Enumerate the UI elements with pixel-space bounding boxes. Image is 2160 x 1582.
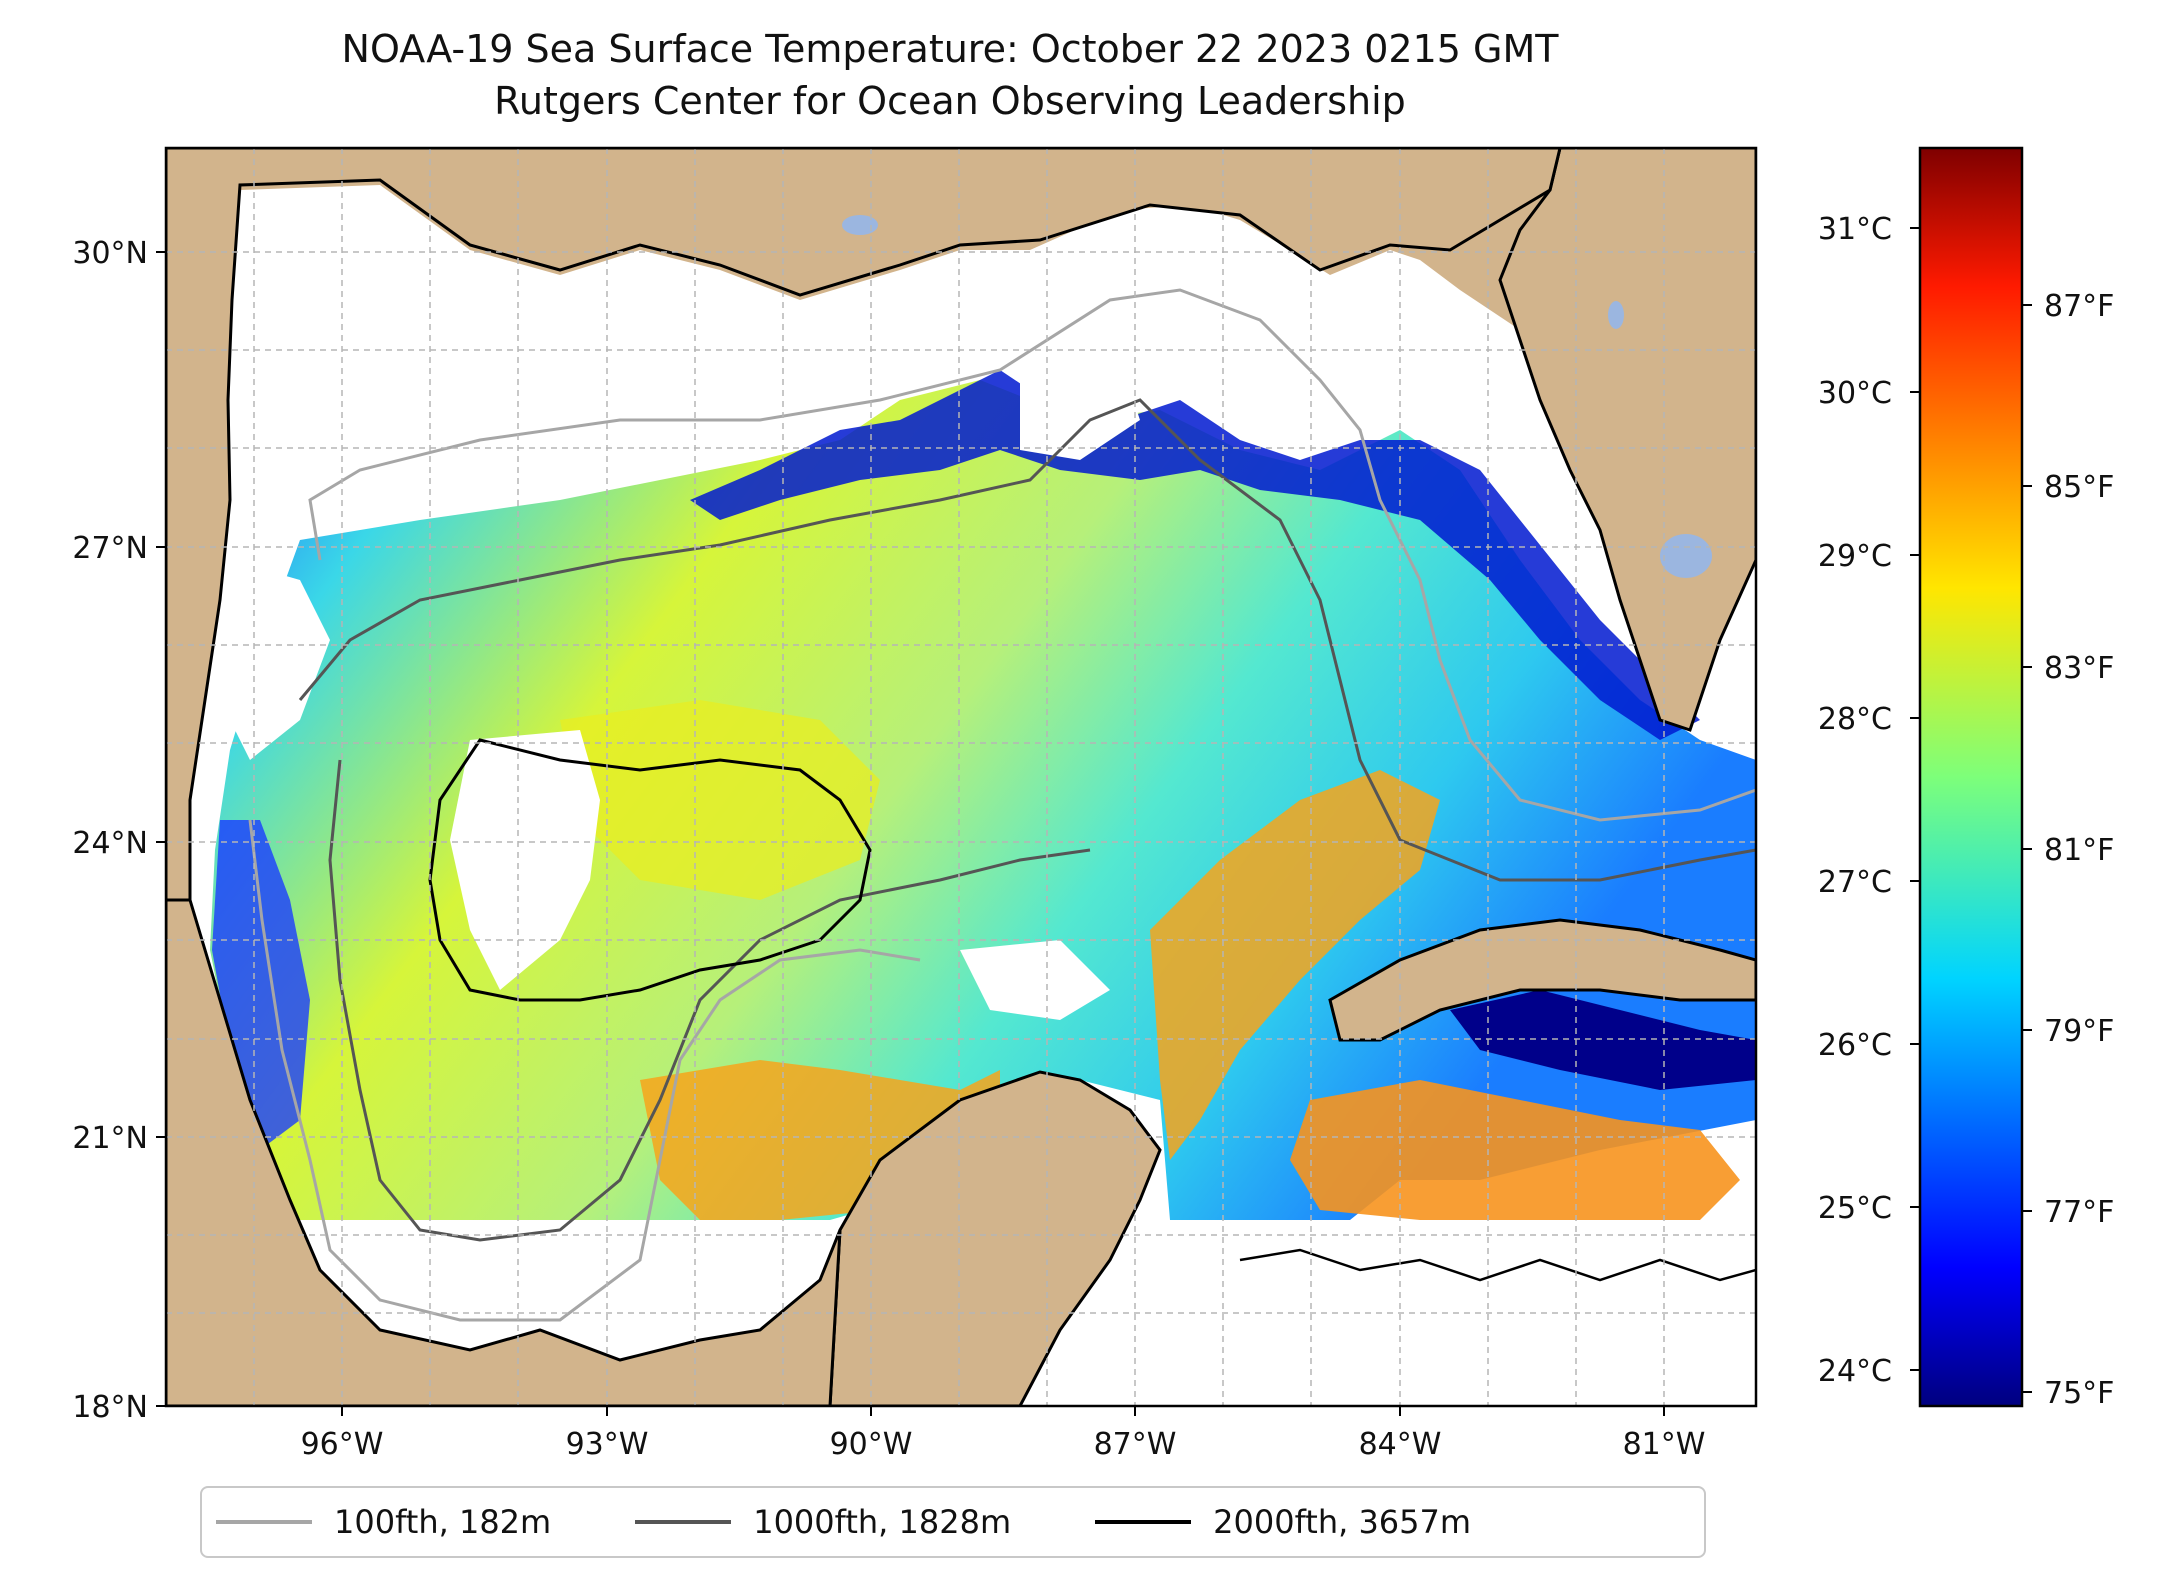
contour-2000fth-south — [1239, 1248, 1756, 1282]
land-north-coast — [166, 148, 1562, 902]
fahrenheit-tick-marks — [2022, 304, 2032, 1393]
legend-item-1000fth: 1000fth, 1828m — [635, 1503, 1011, 1541]
legend-item-2000fth: 2000fth, 3657m — [1095, 1503, 1471, 1541]
celsius-label-31: 31°C — [1818, 212, 1892, 247]
celsius-label-24: 24°C — [1818, 1354, 1892, 1389]
legend-swatch-100fth — [216, 1520, 312, 1524]
land-yucatan — [828, 1070, 1162, 1406]
fahrenheit-label-77: 77°F — [2044, 1195, 2114, 1230]
lat-label-24n: 24°N — [72, 826, 148, 861]
fahrenheit-label-85: 85°F — [2044, 470, 2114, 505]
fahrenheit-label-83: 83°F — [2044, 651, 2114, 686]
lat-label-30n: 30°N — [72, 236, 148, 271]
lon-tick-marks — [341, 1406, 1665, 1416]
map-subtitle: Rutgers Center for Ocean Observing Leade… — [494, 79, 1406, 123]
legend-swatch-1000fth — [635, 1520, 732, 1524]
legend-item-100fth: 100fth, 182m — [216, 1503, 551, 1541]
cloud-hole-4 — [960, 940, 1110, 1020]
contour-2000fth — [428, 738, 872, 1002]
celsius-label-29: 29°C — [1818, 539, 1892, 574]
contour-legend: 100fth, 182m 1000fth, 1828m 2000fth, 365… — [200, 1486, 1706, 1558]
legend-swatch-2000fth — [1095, 1520, 1192, 1524]
fahrenheit-label-81: 81°F — [2044, 833, 2114, 868]
cloud-hole-1 — [450, 730, 600, 990]
contour-100fth — [308, 288, 1756, 822]
map-title: NOAA-19 Sea Surface Temperature: October… — [341, 27, 1559, 71]
cloud-hole-2 — [220, 560, 330, 760]
lake-florida-small — [1608, 301, 1624, 329]
lon-label-87w: 87°W — [1094, 1427, 1177, 1462]
lon-label-93w: 93°W — [566, 1427, 649, 1462]
celsius-label-26: 26°C — [1818, 1028, 1892, 1063]
lat-label-27n: 27°N — [72, 531, 148, 566]
cloud-hole-3 — [1020, 360, 1140, 460]
lake-pontchartrain — [842, 215, 878, 235]
fahrenheit-label-79: 79°F — [2044, 1014, 2114, 1049]
fahrenheit-label-75: 75°F — [2044, 1376, 2114, 1411]
colorbar — [1918, 146, 2024, 1408]
lat-tick-marks — [156, 251, 166, 1407]
cold-rim-north — [690, 370, 1700, 740]
fahrenheit-label-87: 87°F — [2044, 289, 2114, 324]
contour-1000fth-west — [328, 759, 1091, 1242]
celsius-label-30: 30°C — [1818, 376, 1892, 411]
land-florida — [1498, 148, 1756, 732]
lake-okeechobee — [1660, 534, 1712, 578]
lat-label-21n: 21°N — [72, 1121, 148, 1156]
land-mexico — [166, 898, 842, 1406]
contour-100fth-south — [248, 819, 921, 1322]
lon-label-96w: 96°W — [301, 1427, 384, 1462]
warm-band-cayman — [1290, 1080, 1740, 1220]
legend-label-2000fth: 2000fth, 3657m — [1213, 1503, 1472, 1541]
legend-label-1000fth: 1000fth, 1828m — [753, 1503, 1012, 1541]
gridlines — [166, 148, 1756, 1406]
contour-1000fth — [298, 398, 1756, 882]
map-panel — [166, 148, 1756, 1406]
lon-label-90w: 90°W — [830, 1427, 913, 1462]
celsius-label-28: 28°C — [1818, 702, 1892, 737]
yellow-patch-central — [560, 700, 880, 900]
celsius-tick-marks — [1910, 227, 1920, 1371]
celsius-label-27: 27°C — [1818, 865, 1892, 900]
map-frame — [164, 146, 1758, 1408]
legend-label-100fth: 100fth, 182m — [334, 1503, 552, 1541]
lat-label-18n: 18°N — [72, 1390, 148, 1425]
cold-patch-cuba — [1450, 990, 1756, 1090]
lon-label-81w: 81°W — [1623, 1427, 1706, 1462]
celsius-label-25: 25°C — [1818, 1191, 1892, 1226]
lon-label-84w: 84°W — [1359, 1427, 1442, 1462]
